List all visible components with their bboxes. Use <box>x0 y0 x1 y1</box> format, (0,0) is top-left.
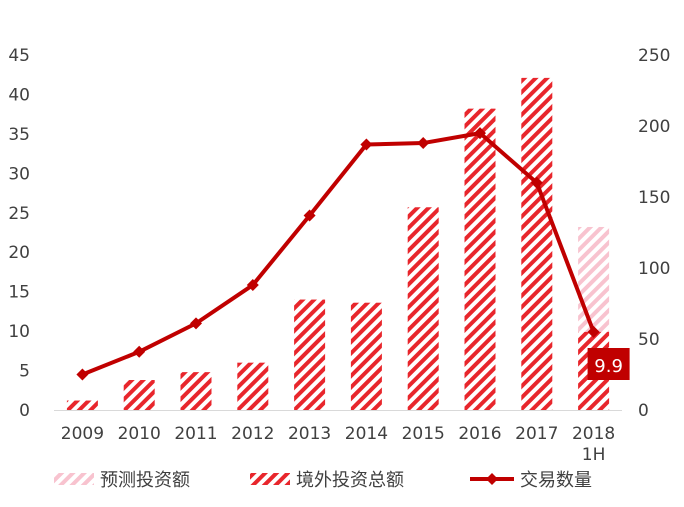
bar <box>464 108 496 411</box>
x-tick-label: 1H <box>582 445 606 465</box>
y-left-tick-label: 15 <box>8 283 30 303</box>
y-left-tick-label: 5 <box>19 362 30 382</box>
bar <box>66 400 98 410</box>
x-axis: 2009 2010 2011 2012 2013 2014 2015 2016 2017 2018… <box>61 424 615 465</box>
y-left-tick-label: 0 <box>19 401 30 421</box>
legend-marker <box>486 473 498 485</box>
x-tick-label: 2014 <box>345 424 388 444</box>
x-tick-label: 2016 <box>458 424 501 444</box>
line-marker <box>190 317 202 330</box>
legend-swatch <box>54 473 94 485</box>
x-tick-label: 2010 <box>118 424 161 444</box>
y-right-tick-label: 250 <box>638 46 670 66</box>
legend: 预测投资额 境外投资总额 交易数量 <box>54 470 592 491</box>
value-callout: 9.9 <box>587 348 630 380</box>
legend-item: 交易数量 <box>470 470 592 491</box>
line-marker <box>246 279 259 292</box>
x-tick-label: 2017 <box>515 424 558 444</box>
bar-forecast <box>578 226 610 332</box>
y-left-tick-label: 45 <box>8 46 30 66</box>
y-left-tick-label: 20 <box>8 243 30 263</box>
callout-label: 9.9 <box>594 356 623 377</box>
line-marker <box>303 209 316 222</box>
legend-item: 境外投资总额 <box>250 470 404 491</box>
y-left-tick-label: 10 <box>8 322 30 342</box>
right-axis: 0 50 100 150 200 250 <box>638 46 670 421</box>
y-right-tick-label: 200 <box>638 117 670 137</box>
y-right-tick-label: 50 <box>638 330 660 350</box>
y-left-tick-label: 35 <box>8 125 30 145</box>
line-path <box>81 131 596 377</box>
legend-label: 交易数量 <box>520 470 592 491</box>
y-right-tick-label: 100 <box>638 259 670 279</box>
bar <box>237 362 269 410</box>
bar <box>521 77 553 410</box>
legend-label: 境外投资总额 <box>296 470 404 491</box>
bar <box>123 380 155 410</box>
y-right-tick-label: 150 <box>638 188 670 208</box>
x-tick-label: 2012 <box>231 424 274 444</box>
bar-series <box>66 77 610 411</box>
y-right-tick-label: 0 <box>638 401 649 421</box>
line-marker <box>360 138 373 151</box>
y-left-tick-label: 40 <box>8 85 30 105</box>
x-tick-label: 2013 <box>288 424 331 444</box>
callout-box <box>587 348 630 380</box>
line-marker <box>474 127 486 140</box>
y-left-tick-label: 30 <box>8 164 30 184</box>
legend-swatch <box>250 473 290 485</box>
bar <box>180 372 212 410</box>
left-axis: 0 5 10 15 20 25 30 35 40 45 <box>8 46 30 421</box>
x-tick-label: 2018 <box>572 424 615 444</box>
bar <box>350 302 382 410</box>
line-series <box>76 127 600 381</box>
x-tick-label: 2011 <box>174 424 217 444</box>
bar <box>407 207 439 410</box>
line-marker <box>530 176 543 189</box>
x-tick-label: 2015 <box>402 424 445 444</box>
legend-item: 预测投资额 <box>54 470 190 491</box>
legend-label: 预测投资额 <box>100 470 190 491</box>
line-marker <box>587 325 600 338</box>
bar <box>294 299 326 410</box>
line-marker <box>417 137 430 150</box>
x-tick-label: 2009 <box>61 424 104 444</box>
line-marker <box>76 368 89 381</box>
line-marker <box>133 345 146 358</box>
y-left-tick-label: 25 <box>8 204 30 224</box>
